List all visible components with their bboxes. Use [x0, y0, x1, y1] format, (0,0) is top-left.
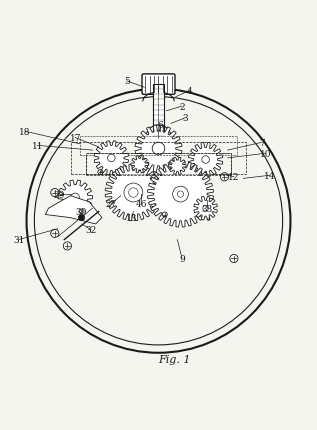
Text: Fig. 1: Fig. 1 — [158, 354, 191, 364]
Text: 30: 30 — [76, 208, 87, 217]
Text: 17: 17 — [69, 134, 81, 143]
Bar — [153, 85, 164, 140]
Text: 6: 6 — [157, 121, 163, 130]
Bar — [70, 143, 247, 174]
Text: 27: 27 — [106, 200, 117, 209]
Text: 11: 11 — [32, 141, 43, 150]
Text: 12: 12 — [228, 173, 240, 182]
Text: 9: 9 — [179, 255, 185, 264]
Polygon shape — [131, 156, 148, 173]
Text: 14: 14 — [264, 171, 276, 180]
Polygon shape — [105, 165, 162, 221]
Text: 10: 10 — [260, 149, 271, 158]
Polygon shape — [94, 141, 128, 176]
Text: 46: 46 — [135, 200, 147, 209]
Text: 31: 31 — [13, 236, 24, 245]
FancyBboxPatch shape — [142, 75, 175, 95]
Text: 3: 3 — [182, 114, 188, 123]
Circle shape — [78, 215, 85, 221]
Text: 33: 33 — [202, 204, 213, 213]
Polygon shape — [189, 143, 223, 177]
Text: 7: 7 — [259, 138, 265, 147]
Text: 18: 18 — [19, 127, 31, 136]
Polygon shape — [169, 158, 186, 175]
Bar — [154, 133, 163, 143]
Polygon shape — [194, 197, 217, 221]
Bar — [86, 154, 231, 176]
Polygon shape — [45, 196, 102, 224]
Polygon shape — [135, 126, 182, 172]
Polygon shape — [58, 181, 93, 215]
Text: 29: 29 — [54, 190, 65, 199]
Polygon shape — [147, 162, 213, 227]
Text: 4: 4 — [187, 87, 193, 95]
Text: 13: 13 — [126, 214, 138, 223]
Text: 5: 5 — [124, 77, 130, 86]
Circle shape — [79, 209, 84, 215]
Bar — [80, 137, 237, 155]
Text: 32: 32 — [85, 226, 97, 234]
Text: 2: 2 — [179, 102, 185, 111]
